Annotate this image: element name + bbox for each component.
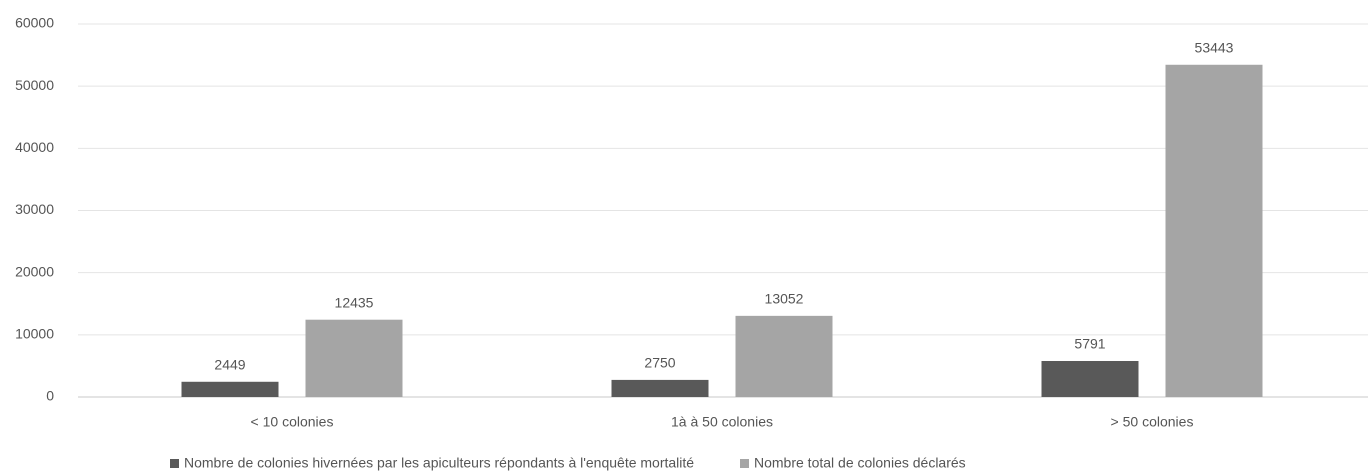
y-tick-label: 0 [46, 388, 54, 404]
bar [305, 319, 403, 397]
legend-swatch [170, 459, 179, 468]
bar [611, 379, 709, 397]
x-tick-label: < 10 colonies [251, 414, 334, 430]
y-tick-label: 40000 [15, 139, 54, 155]
x-tick-label: 1à à 50 colonies [671, 414, 773, 430]
y-tick-label: 10000 [15, 326, 54, 342]
x-tick-label: > 50 colonies [1111, 414, 1194, 430]
data-label: 13052 [765, 291, 804, 307]
legend-label: Nombre total de colonies déclarés [754, 455, 966, 471]
y-tick-label: 30000 [15, 201, 54, 217]
data-label: 12435 [335, 294, 374, 310]
y-tick-label: 20000 [15, 263, 54, 279]
data-label: 53443 [1195, 39, 1234, 55]
bar [1041, 360, 1139, 397]
legend-label: Nombre de colonies hivernées par les api… [184, 455, 694, 471]
bar [181, 381, 279, 397]
data-label: 2449 [214, 356, 245, 372]
legend-swatch [740, 459, 749, 468]
y-tick-label: 50000 [15, 77, 54, 93]
data-label: 5791 [1074, 336, 1105, 352]
data-label: 2750 [644, 355, 675, 371]
y-tick-label: 60000 [15, 15, 54, 31]
bar [1165, 64, 1263, 397]
bar [735, 315, 833, 397]
